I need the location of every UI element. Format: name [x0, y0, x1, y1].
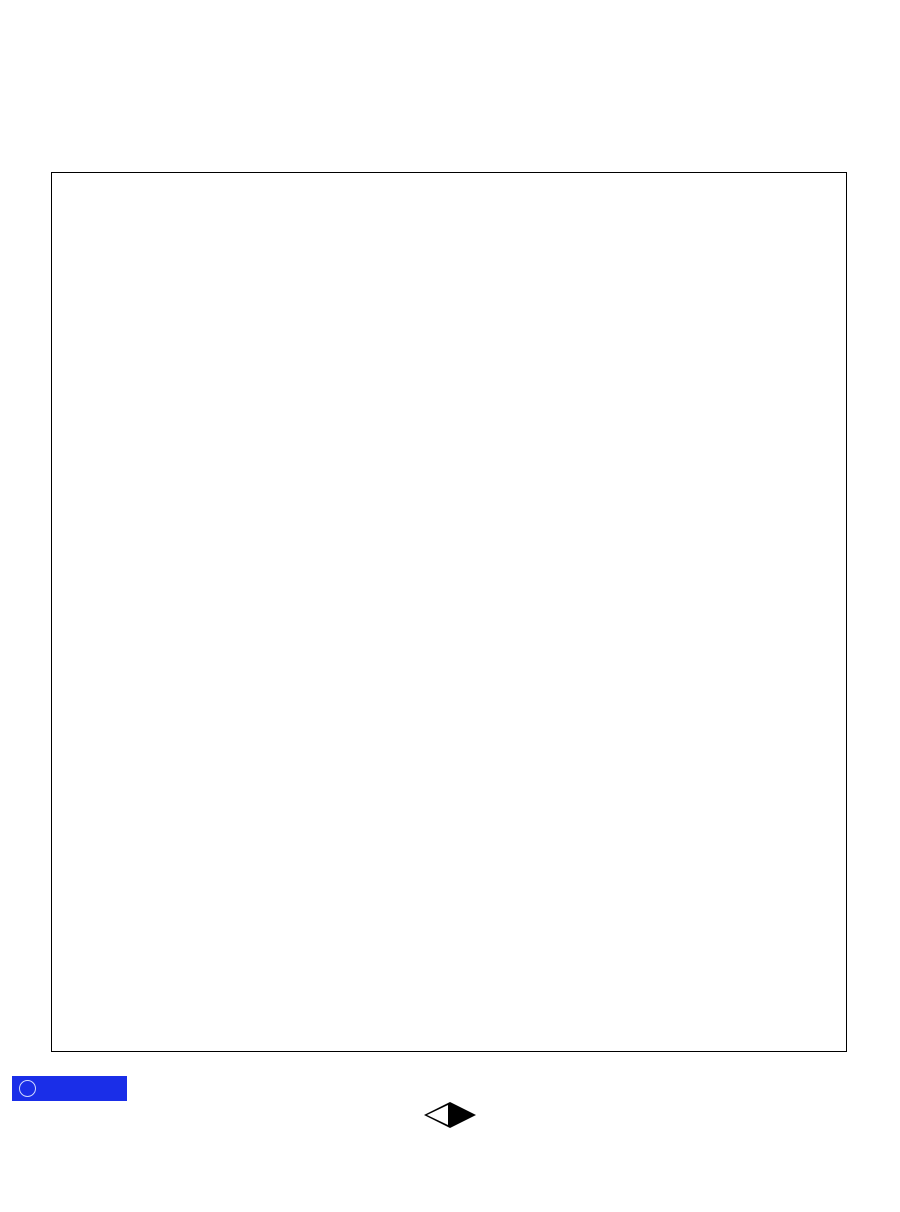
colorbar: [0, 1102, 900, 1130]
colorbar-swatches: [424, 1102, 476, 1128]
rainfall-canvas: [52, 173, 846, 1051]
rainfall-map[interactable]: [51, 172, 847, 1052]
copyright-icon: [19, 1080, 36, 1097]
weaclim-logo: [12, 1076, 127, 1101]
colorbar-low-arrow: [424, 1102, 450, 1128]
colorbar-high-arrow: [450, 1102, 476, 1128]
